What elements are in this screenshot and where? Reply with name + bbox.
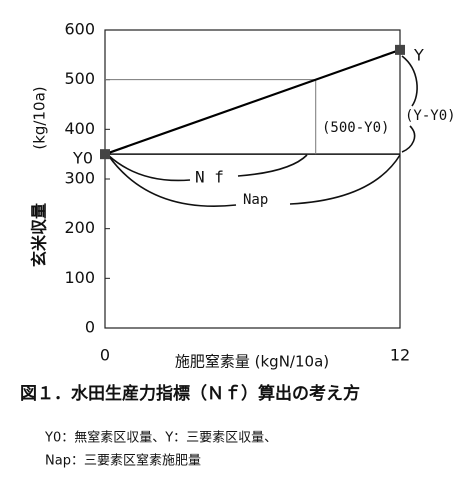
y-axis-label: 玄米収量: [30, 203, 49, 267]
y-tick-label: 600: [64, 20, 95, 39]
y-tick-label: 100: [64, 268, 95, 287]
annotation: (500-Y0): [322, 120, 389, 136]
x-axis-label: 施肥窒素量 (kgN/10a): [175, 353, 329, 371]
point: [100, 149, 110, 160]
y-tick-label: 400: [64, 119, 95, 138]
point: [395, 44, 405, 55]
note: Y0：無窒素区収量、Y：三要素区収量、: [44, 430, 277, 446]
y-tick-label: 200: [64, 218, 95, 237]
bracket: [107, 154, 237, 207]
note: Nap：三要素区窒素施肥量: [45, 453, 201, 469]
caption: 図１．水田生産力指標（Ｎｆ）算出の考え方: [20, 383, 360, 404]
x-tick-label: 0: [100, 346, 110, 365]
annotation: (Y-Y0): [405, 108, 456, 124]
y-axis-unit: (kg/10a): [31, 86, 49, 149]
bracket: [401, 55, 418, 107]
x-tick-label: 12: [390, 346, 410, 365]
y-tick-label: 500: [64, 69, 95, 88]
bracket: [401, 125, 416, 153]
bracket: [289, 154, 401, 205]
bracket: [237, 154, 308, 177]
y-tick-label: 0: [85, 318, 95, 337]
point-label: Y0: [72, 149, 93, 168]
annotation: N f: [195, 168, 224, 187]
bracket: [107, 154, 191, 182]
plot-frame: [104, 29, 401, 329]
annotation: Nap: [243, 192, 268, 208]
axis-label: 玄米収量 (kg/10a): [30, 86, 49, 267]
point-label: Y: [413, 45, 424, 64]
y-tick-label: 300: [64, 169, 95, 188]
yield-line: [104, 48, 401, 156]
